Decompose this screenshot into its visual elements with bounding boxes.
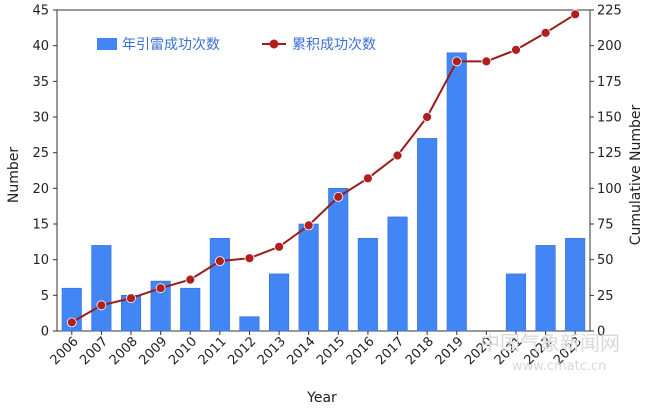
watermark: 中国气象新闻网 www.cmatc.cn [480,331,620,374]
y2-tick-label-175: 175 [597,75,622,90]
cumulative-point-2011 [214,256,225,267]
x-tick-label-2007: 2007 [77,334,111,368]
y2-axis-title: Cumulative Number [628,104,644,245]
y-tick-label-30: 30 [32,111,49,126]
x-tick-label-2015: 2015 [314,334,348,368]
legend-bar-swatch [97,38,117,50]
bar-2018 [417,138,438,332]
cumulative-point-2010 [185,274,196,285]
y-axis-title: Number [6,147,22,203]
bar-2019 [446,52,467,332]
bar-2015 [328,188,349,332]
bar-2010 [180,287,201,332]
cumulative-point-2018 [422,112,433,122]
cumulative-point-2007 [96,300,107,311]
bar-2011 [209,238,230,332]
cumulative-line [71,13,576,324]
cumulative-point-2016 [362,173,373,184]
line-series [66,9,581,328]
cumulative-point-2021 [511,45,521,55]
cumulative-point-2022 [540,27,551,38]
cumulative-point-2012 [244,253,255,264]
cumulative-point-2019 [451,56,462,67]
bar-2022 [535,245,556,332]
bar-2017 [387,216,408,332]
bar-2023 [565,238,586,332]
bar-2013 [268,273,290,332]
x-tick-label-2014: 2014 [285,334,319,368]
cumulative-point-2017 [392,150,403,161]
legend: 年引雷成功次数 累积成功次数 [97,37,376,53]
y-tick-label-0: 0 [41,325,49,340]
y2-tick-label-125: 125 [597,146,622,161]
cumulative-point-2023 [570,9,581,20]
y-tick-label-10: 10 [32,253,49,268]
y2-tick-label-200: 200 [597,39,622,54]
y-tick-label-45: 45 [32,4,49,19]
bar-2007 [91,245,112,332]
x-tick-label-2008: 2008 [107,334,141,368]
cumulative-point-2020 [481,56,492,67]
x-tick-label-2010: 2010 [166,334,200,368]
cumulative-point-2009 [155,283,166,294]
cumulative-point-2008 [126,293,136,304]
y2-tick-label-50: 50 [597,253,614,268]
y-axis-left: 0 5 10 15 20 25 30 35 40 45 [32,4,57,340]
x-tick-label-2006: 2006 [48,334,82,368]
y-tick-label-15: 15 [32,218,49,233]
x-tick-label-2011: 2011 [196,334,230,368]
x-tick-label-2019: 2019 [433,334,467,368]
x-tick-label-2017: 2017 [373,334,407,368]
bar-2012 [239,316,260,332]
cumulative-point-2014 [303,220,314,231]
y-tick-label-25: 25 [32,146,49,161]
bar-2016 [357,238,378,332]
x-tick-label-2018: 2018 [403,334,437,368]
cumulative-point-2006 [66,317,77,328]
x-tick-label-2012: 2012 [225,334,259,368]
y-tick-label-40: 40 [32,39,49,54]
y2-tick-label-150: 150 [597,111,622,126]
bar-series [61,52,586,332]
y2-tick-label-25: 25 [597,289,614,304]
y2-tick-label-100: 100 [597,182,622,197]
y2-tick-label-225: 225 [597,4,622,19]
y-tick-label-5: 5 [41,289,49,304]
y-tick-label-20: 20 [32,182,49,197]
legend-bar-label: 年引雷成功次数 [122,37,220,53]
watermark-title: 中国气象新闻网 [480,331,620,355]
cumulative-point-2015 [333,191,344,202]
y-tick-label-35: 35 [32,75,49,90]
x-tick-label-2016: 2016 [344,334,378,368]
plot-frame [56,9,591,332]
y-axis-right: 0 25 50 75 100 125 150 175 200 225 [590,4,622,340]
x-axis-title: Year [306,390,337,406]
legend-line-label: 累积成功次数 [292,37,376,53]
x-tick-label-2009: 2009 [136,334,170,368]
cumulative-point-2013 [274,241,285,252]
legend-line-marker [269,39,279,49]
y2-tick-label-0: 0 [597,325,605,340]
bar-2021 [505,273,527,332]
y2-tick-label-75: 75 [597,218,614,233]
watermark-url: www.cmatc.cn [512,359,606,374]
bar-2014 [298,223,319,332]
x-tick-label-2013: 2013 [255,334,289,368]
plot-border [56,9,591,332]
